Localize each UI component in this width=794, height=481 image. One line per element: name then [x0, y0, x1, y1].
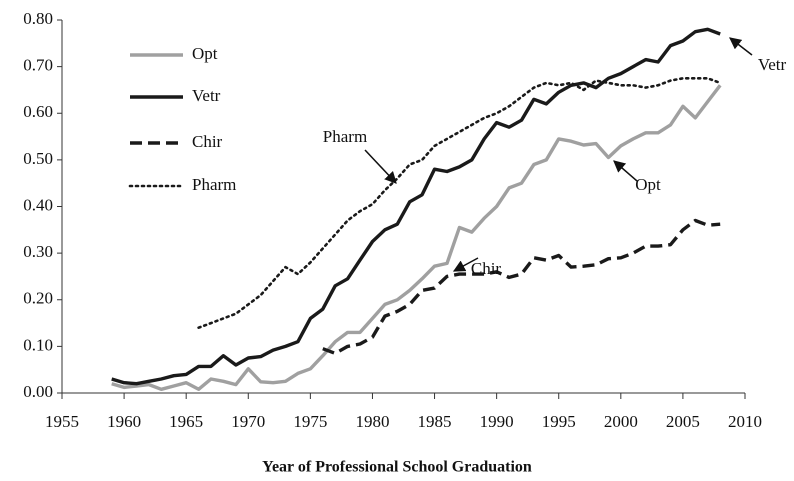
x-tick-label: 1960 [107, 412, 141, 431]
legend-label: Opt [192, 44, 218, 63]
annotation: Vetr [758, 55, 787, 74]
x-tick-label: 1980 [355, 412, 389, 431]
x-tick-label: 1955 [45, 412, 79, 431]
series-line [111, 27, 721, 386]
y-tick-label: 0.70 [23, 56, 53, 75]
series-line [197, 77, 722, 329]
x-axis-label: Year of Professional School Graduation [262, 459, 532, 476]
x-tick-label: 2000 [604, 412, 638, 431]
x-tick-label: 2005 [666, 412, 700, 431]
legend-label: Vetr [192, 86, 221, 105]
y-tick-label: 0.80 [23, 9, 53, 28]
x-tick-label: 1975 [293, 412, 327, 431]
legend-label: Pharm [192, 175, 236, 194]
annotation-arrow [452, 257, 479, 272]
y-tick-label: 0.00 [23, 382, 53, 401]
x-tick-label: 1985 [418, 412, 452, 431]
x-tick-label: 2010 [728, 412, 762, 431]
annotation-arrow [729, 37, 753, 56]
annotation: Chir [471, 259, 502, 278]
annotation: Pharm [323, 127, 367, 146]
x-tick-label: 1965 [169, 412, 203, 431]
series-line [322, 218, 721, 356]
legend-label: Chir [192, 132, 223, 151]
x-tick-label: 1990 [480, 412, 514, 431]
annotation-arrow [364, 149, 397, 184]
y-tick-label: 0.20 [23, 289, 53, 308]
y-tick-label: 0.30 [23, 242, 53, 261]
annotation: Opt [635, 175, 661, 194]
annotation-arrow [613, 160, 638, 182]
y-tick-label: 0.10 [23, 335, 53, 354]
x-tick-label: 1995 [542, 412, 576, 431]
y-tick-label: 0.50 [23, 149, 53, 168]
x-tick-label: 1970 [231, 412, 265, 431]
y-tick-label: 0.40 [23, 195, 53, 214]
series-line [111, 84, 722, 391]
y-tick-label: 0.60 [23, 102, 53, 121]
